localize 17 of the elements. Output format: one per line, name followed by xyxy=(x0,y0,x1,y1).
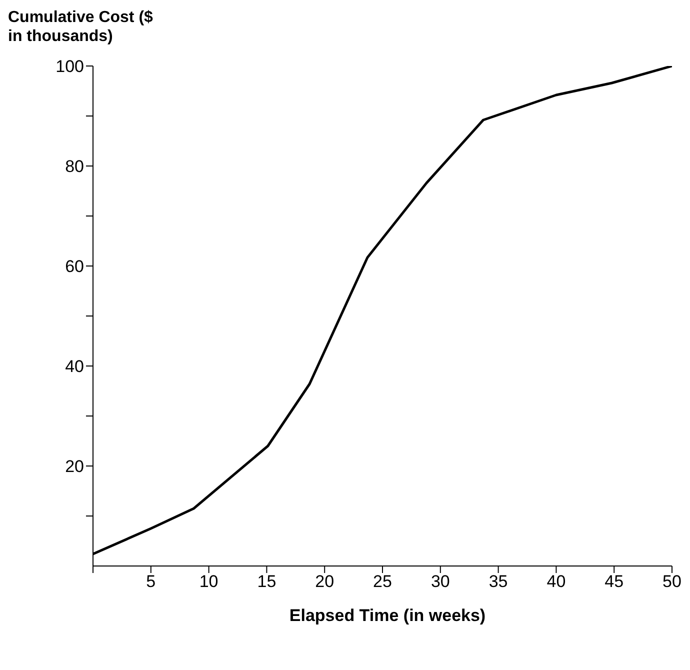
x-tick-label: 15 xyxy=(257,572,276,592)
x-tick-label: 20 xyxy=(315,572,334,592)
x-tick-label: 30 xyxy=(430,572,450,592)
y-tick-label: 80 xyxy=(65,157,84,176)
x-tick-label: 35 xyxy=(488,572,508,592)
y-tick-label: 60 xyxy=(65,257,84,276)
x-tick-label: 45 xyxy=(604,572,624,592)
y-axis-title: Cumulative Cost ($ in thousands) xyxy=(8,8,154,46)
x-tick-label: 25 xyxy=(373,572,392,592)
x-tick-label: 50 xyxy=(662,572,682,592)
x-axis-title: Elapsed Time (in weeks) xyxy=(288,606,487,626)
y-tick-label: 20 xyxy=(65,457,84,476)
y-tick-label: 100 xyxy=(56,57,84,76)
y-tick-label: 40 xyxy=(65,357,84,376)
x-tick-label: 40 xyxy=(546,572,566,592)
x-tick-label: 5 xyxy=(146,572,156,592)
x-tick-label: 10 xyxy=(199,572,218,592)
